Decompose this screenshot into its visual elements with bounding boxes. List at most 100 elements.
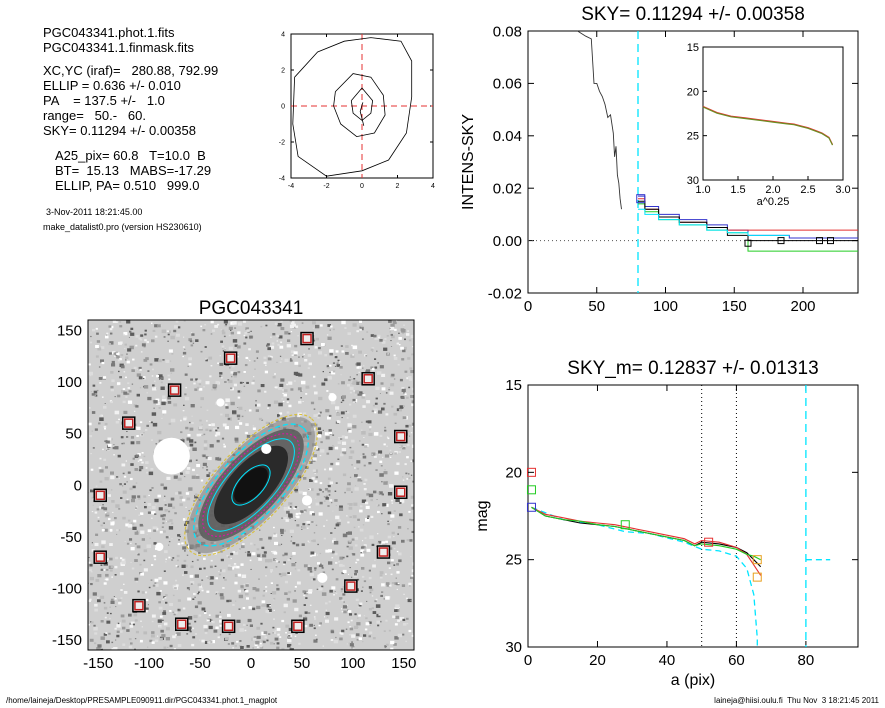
noise-speck [179, 536, 181, 538]
noise-speck [406, 396, 409, 399]
noise-speck [238, 406, 243, 410]
noise-speck [124, 541, 126, 542]
noise-speck [368, 569, 371, 572]
noise-speck [110, 401, 113, 404]
noise-speck [199, 388, 203, 391]
noise-speck [182, 355, 184, 358]
noise-speck [126, 320, 131, 324]
noise-speck [402, 446, 406, 450]
noise-speck [339, 597, 343, 600]
noise-speck [378, 613, 381, 616]
noise-speck [319, 622, 322, 625]
noise-speck [146, 544, 151, 548]
noise-speck [310, 453, 313, 456]
noise-speck [217, 323, 220, 326]
noise-speck [194, 620, 197, 623]
noise-speck [329, 431, 332, 435]
noise-speck [256, 635, 261, 639]
noise-speck [283, 507, 289, 511]
sky-square [744, 239, 752, 247]
noise-speck [339, 505, 343, 509]
noise-speck [346, 515, 348, 517]
noise-speck [368, 432, 373, 437]
noise-speck [106, 568, 109, 571]
noise-speck [353, 625, 358, 629]
noise-speck [119, 325, 123, 328]
noise-speck [117, 622, 120, 625]
noise-speck [184, 396, 190, 401]
noise-speck [281, 398, 284, 400]
noise-speck [383, 347, 388, 351]
noise-speck [324, 432, 329, 436]
noise-speck [237, 419, 241, 422]
noise-speck [351, 378, 353, 381]
noise-speck [135, 507, 137, 509]
noise-speck [410, 519, 414, 522]
noise-speck [105, 335, 109, 339]
noise-speck [382, 456, 384, 458]
noise-speck [212, 384, 218, 388]
image-layer [88, 320, 414, 650]
x-tick-label: -4 [288, 183, 294, 190]
noise-speck [328, 561, 333, 565]
noise-speck [244, 629, 247, 632]
contour-line [350, 87, 374, 121]
noise-speck [330, 434, 332, 435]
noise-speck [368, 621, 372, 624]
noise-speck [99, 382, 102, 384]
noise-speck [319, 488, 322, 491]
noise-speck [91, 430, 93, 432]
noise-speck [204, 346, 207, 348]
noise-speck [275, 386, 278, 389]
noise-speck [402, 416, 407, 420]
noise-speck [135, 506, 138, 508]
noise-speck [176, 559, 179, 562]
noise-speck [129, 345, 134, 350]
noise-speck [379, 339, 383, 342]
noise-speck [169, 610, 172, 612]
noise-speck [177, 599, 181, 602]
noise-speck [101, 396, 104, 398]
noise-speck [129, 330, 132, 333]
noise-speck [365, 617, 368, 620]
noise-speck [144, 339, 147, 342]
noise-speck [358, 637, 362, 640]
noise-speck [258, 557, 262, 561]
noise-speck [202, 329, 206, 332]
noise-speck [100, 359, 104, 363]
noise-speck [123, 475, 127, 478]
noise-speck [203, 440, 208, 443]
noise-speck [280, 358, 283, 360]
noise-speck [135, 630, 139, 634]
noise-speck [294, 485, 299, 489]
noise-speck [177, 608, 180, 611]
noise-speck [159, 531, 163, 534]
noise-speck [154, 498, 159, 503]
noise-speck [127, 348, 132, 352]
noise-speck [312, 321, 316, 325]
noise-speck [176, 565, 179, 568]
noise-speck [130, 621, 135, 625]
noise-speck [356, 638, 359, 641]
noise-speck [237, 356, 239, 358]
noise-speck [206, 409, 209, 411]
noise-speck [354, 487, 359, 491]
noise-speck [150, 421, 153, 424]
noise-speck [162, 359, 165, 361]
noise-speck [309, 570, 313, 573]
noise-speck [224, 381, 227, 383]
info-line: ELLIP, PA= 0.510 999.0 [55, 178, 200, 193]
noise-speck [91, 489, 93, 491]
noise-speck [220, 550, 223, 553]
noise-speck [363, 365, 365, 367]
sky-box-inner [134, 600, 144, 611]
noise-speck [261, 546, 265, 549]
noise-speck [210, 320, 214, 324]
noise-speck [397, 533, 399, 535]
noise-speck [395, 577, 397, 579]
noise-speck [137, 460, 140, 462]
noise-speck [347, 621, 350, 624]
noise-speck [190, 378, 193, 381]
noise-speck [364, 478, 368, 482]
noise-speck [254, 643, 258, 647]
